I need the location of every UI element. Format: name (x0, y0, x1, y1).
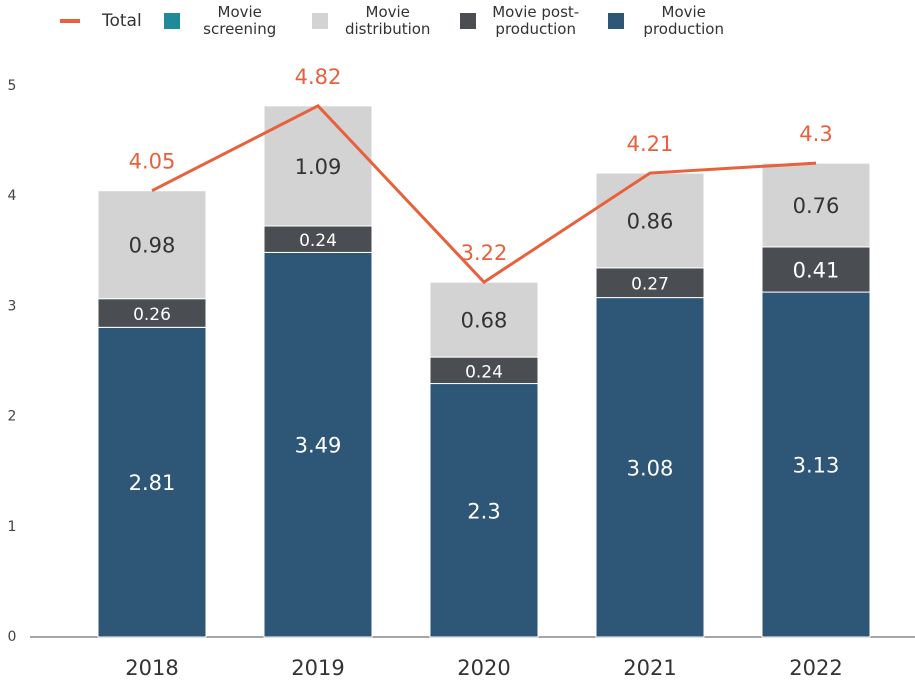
segment-label: 3.13 (793, 454, 840, 478)
total-label: 4.21 (627, 132, 674, 156)
y-tick-label: 0 (8, 629, 17, 645)
legend-swatch (459, 13, 476, 29)
bar-segment (429, 281, 539, 358)
x-tick-label: 2022 (789, 656, 842, 680)
total-label: 4.3 (799, 122, 832, 146)
y-tick-label: 4 (8, 188, 17, 204)
bar-segment (595, 297, 705, 638)
legend-swatch (311, 13, 328, 29)
bar-segment (97, 298, 207, 328)
segment-label: 0.24 (465, 362, 503, 382)
bar-segment (429, 383, 539, 638)
bar-segment (761, 246, 871, 293)
bar-segment (263, 251, 373, 638)
segment-label: 0.24 (299, 231, 337, 251)
bar-segment (595, 267, 705, 299)
y-tick-label: 3 (8, 298, 17, 314)
bar-segment (429, 356, 539, 385)
legend-item: Movie distribution (311, 3, 438, 38)
bar-segment (97, 326, 207, 638)
segment-label: 2.3 (467, 499, 500, 523)
segment-label: 0.41 (793, 258, 840, 282)
bar-segment (761, 162, 871, 248)
segment-label: 0.27 (631, 275, 669, 295)
y-tick-label: 5 (8, 78, 17, 94)
legend-label: Movie production (643, 3, 724, 38)
total-line (151, 103, 817, 285)
segment-label: 0.68 (461, 309, 508, 333)
legend-swatch (163, 13, 180, 29)
legend-item: Total (60, 10, 142, 31)
x-tick-label: 2021 (623, 656, 676, 680)
x-tick-label: 2018 (125, 656, 178, 680)
bar-segment (595, 172, 705, 269)
legend-item: Movie post-production (459, 3, 586, 38)
segment-label: 3.49 (295, 434, 342, 458)
total-label: 4.82 (295, 65, 342, 89)
x-tick-label: 2019 (291, 656, 344, 680)
legend-swatch (607, 13, 624, 29)
legend-label: Movie distribution (344, 3, 431, 38)
legend-item: Movie production (607, 3, 734, 38)
bar-segment (761, 291, 871, 638)
legend: Total Movie screening Movie distribution Mo… (60, 4, 756, 38)
segment-label: 0.86 (627, 209, 674, 233)
segment-label: 0.98 (129, 234, 176, 258)
legend-label: Movie post-production (492, 3, 580, 38)
total-label: 4.05 (129, 150, 176, 174)
legend-label: Total (102, 10, 142, 31)
y-tick-label: 1 (8, 519, 17, 535)
legend-item: Movie screening (163, 3, 290, 38)
segment-label: 0.26 (133, 305, 171, 325)
segment-label: 1.09 (295, 155, 342, 179)
segment-label: 3.08 (627, 456, 674, 480)
segment-label: 2.81 (129, 471, 176, 495)
total-label: 3.22 (461, 241, 508, 265)
y-tick-label: 2 (8, 409, 17, 425)
legend-label: Movie screening (203, 3, 277, 38)
bar-segment (263, 225, 373, 253)
legend-swatch (60, 19, 80, 23)
segment-label: 0.76 (793, 194, 840, 218)
x-tick-label: 2020 (457, 656, 510, 680)
